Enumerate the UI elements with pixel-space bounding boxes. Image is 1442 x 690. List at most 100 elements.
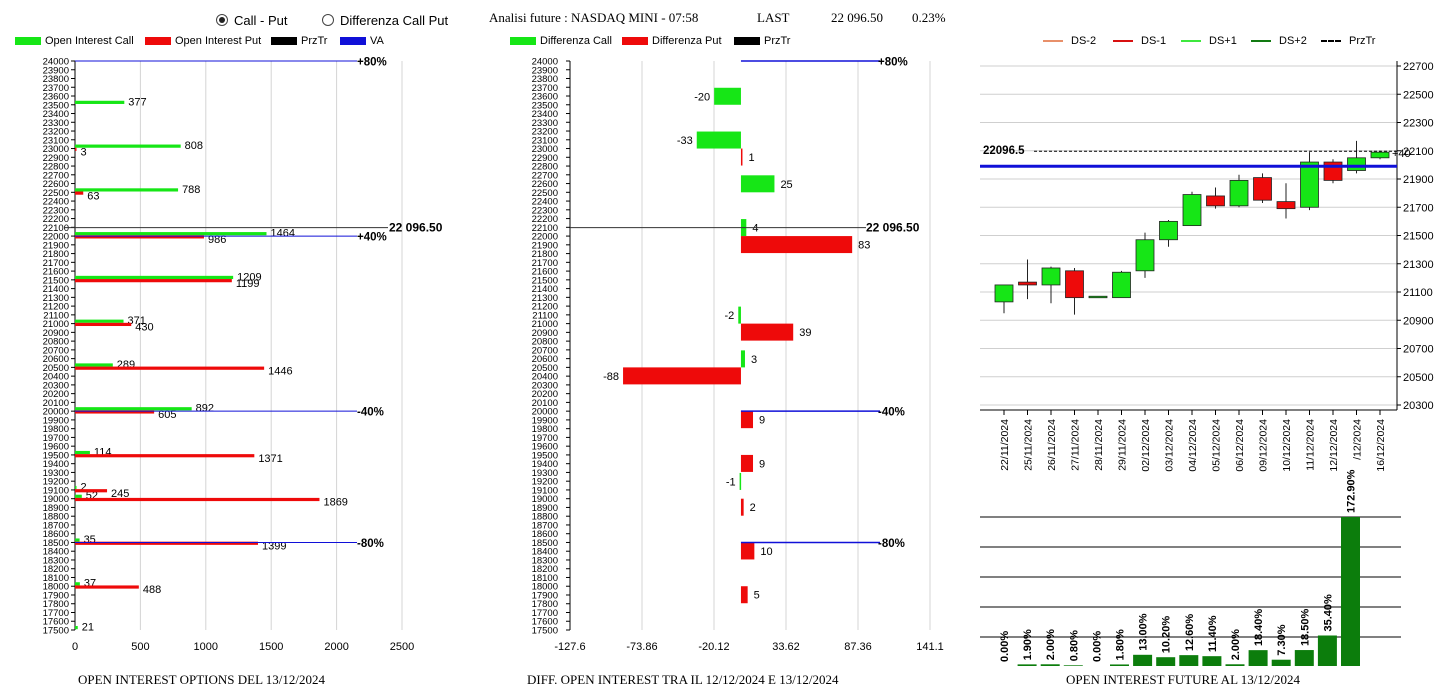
diff-call-bar [740,350,745,368]
va-label: -40% [357,407,384,419]
future-bar-label: 12.60% [1184,614,1196,652]
y-tick-label: 19800 [532,424,558,435]
future-bar [1133,654,1153,666]
y-tick-label: 23200 [532,127,558,138]
y-tick-label: 21200 [532,302,558,313]
call-bar [75,450,90,455]
y-tick-label: 20600 [532,354,558,365]
y-tick-label: 20500 [1403,372,1434,384]
y-tick-label: 19600 [43,442,69,453]
y-tick-label: 18400 [43,547,69,558]
y-tick-label: 23900 [532,65,558,76]
diff-put-bar [740,148,743,166]
legend-prztr-2: PrzTr [734,35,790,47]
diff-call-label: -2 [724,310,734,322]
y-tick-label: 23500 [43,100,69,111]
diff-call-bar [740,175,775,193]
y-tick-label: 18900 [43,503,69,514]
y-tick-label: 20700 [43,345,69,356]
x-tick-label: 0 [72,641,78,653]
y-tick-label: 21800 [532,249,558,260]
y-tick-label: 23200 [43,127,69,138]
call-bar [75,275,234,280]
radio-call-put[interactable]: Call - Put [216,12,287,28]
future-bar [1317,635,1337,666]
y-tick-label: 17800 [532,599,558,610]
y-tick-label: 18400 [532,547,558,558]
y-tick-label: 20100 [532,398,558,409]
legend-diff-put: Differenza Put [622,35,722,47]
y-tick-label: 19000 [43,494,69,505]
future-bar [1110,664,1129,666]
radio-call-put-label: Call - Put [234,12,288,28]
put-bar [75,366,265,370]
diff-call-bar [738,306,741,324]
y-tick-label: 21900 [532,240,558,251]
legend-ds-1: DS-1 [1113,35,1166,47]
future-bar-label: 35.40% [1322,594,1334,632]
y-tick-label: 19200 [532,477,558,488]
legend-oi-call: Open Interest Call [15,35,134,47]
y-tick-label: 23400 [532,109,558,120]
x-tick-label: 05/12/2024 [1211,419,1223,472]
y-tick-label: 23300 [532,118,558,129]
put-bar [75,191,84,195]
x-tick-label: 87.36 [844,641,872,653]
diff-put-label: 10 [760,546,772,558]
va-label: +40 [1392,148,1411,160]
y-tick-label: 20300 [1403,400,1434,412]
y-tick-label: 18100 [43,573,69,584]
y-tick-label: 22100 [43,223,69,234]
y-tick-label: 20700 [532,345,558,356]
y-tick-label: 21500 [1403,231,1434,243]
y-tick-label: 19500 [532,450,558,461]
diff-put-label: 1 [748,152,754,164]
diff-put-bar [740,411,754,429]
y-tick-label: 18000 [532,582,558,593]
y-tick-label: 19900 [43,415,69,426]
future-bar-label: 13.00% [1138,613,1150,651]
future-bar-label: 18.50% [1299,609,1311,647]
y-tick-label: 22200 [532,214,558,225]
y-tick-label: 22300 [532,205,558,216]
y-tick-label: 20100 [43,398,69,409]
diff-put-bar [740,542,755,560]
radio-differenza[interactable]: Differenza Call Put [322,12,448,28]
legend-diff-call: Differenza Call [510,35,612,47]
future-bar [1017,664,1037,666]
y-tick-label: 19400 [43,459,69,470]
y-tick-label: 19900 [532,415,558,426]
x-tick-label: 28/11/2024 [1093,419,1105,471]
x-tick-label: 04/12/2024 [1187,419,1199,472]
y-tick-label: 22400 [43,197,69,208]
call-label: 21 [82,622,94,634]
x-tick-label: 1000 [194,641,218,653]
y-tick-label: 20900 [532,328,558,339]
y-tick-label: 21500 [43,275,69,286]
y-tick-label: 21400 [532,284,558,295]
y-tick-label: 17500 [43,626,69,637]
candle-body [1370,151,1390,159]
put-label: 245 [111,488,129,500]
y-tick-label: 22500 [43,188,69,199]
y-tick-label: 18000 [43,582,69,593]
y-tick-label: 20500 [43,363,69,374]
put-label: 605 [158,409,176,421]
x-tick-label: 1500 [259,641,283,653]
future-bar-label: 7.30% [1276,624,1288,655]
diff-call-bar [696,131,741,149]
y-tick-label: 20800 [43,337,69,348]
candle-body [1159,220,1178,241]
y-tick-label: 17800 [43,599,69,610]
x-tick-label: 09/12/2024 [1258,419,1270,472]
candle-body [1182,194,1202,227]
candle-body [1206,195,1225,207]
future-bar [1248,650,1268,666]
put-label: 3 [81,147,87,159]
y-tick-label: 24000 [43,57,69,68]
x-tick-label: /12/2024 [1352,419,1364,460]
future-bar-label: 2.00% [1230,629,1242,660]
y-tick-label: 19700 [43,433,69,444]
